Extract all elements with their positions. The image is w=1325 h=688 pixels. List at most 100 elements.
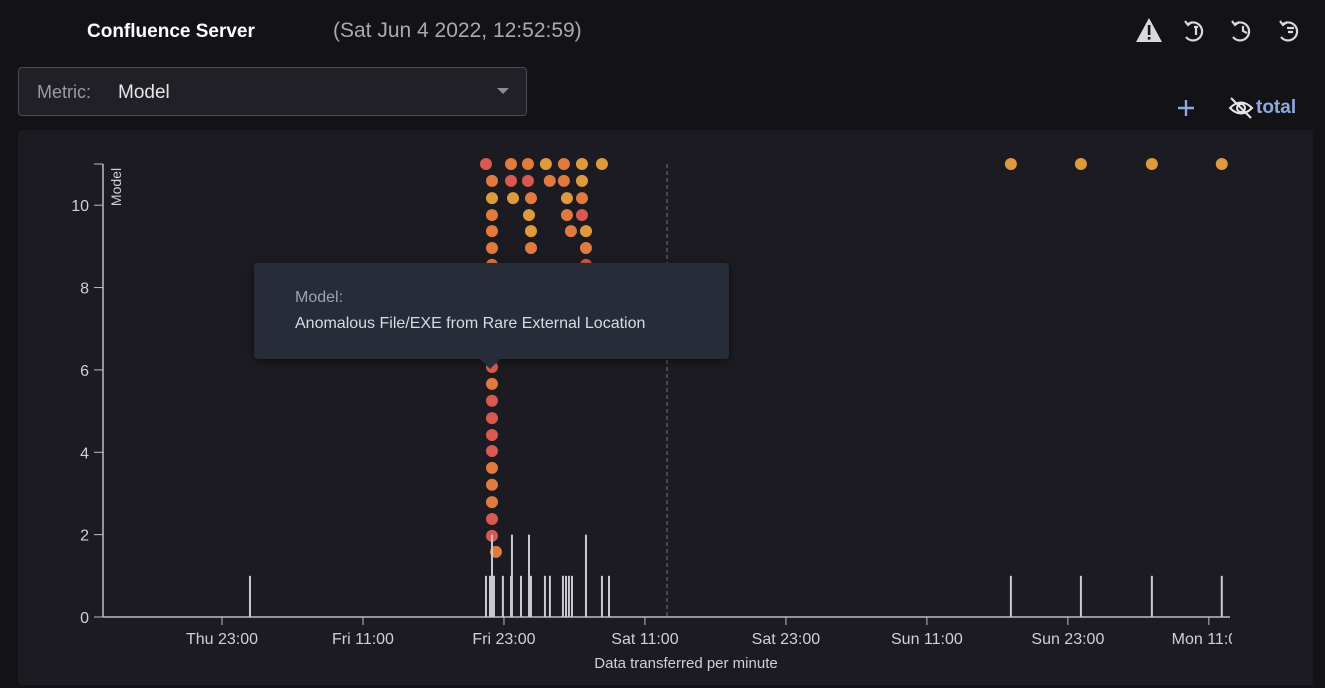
transfer-bar xyxy=(492,575,495,617)
x-tick-label: Mon 11:00 xyxy=(1172,631,1247,648)
chart-panel xyxy=(18,130,1313,685)
model-breach-dot xyxy=(485,512,498,525)
model-breach-dot xyxy=(1215,158,1228,170)
warning-icon[interactable] xyxy=(1136,18,1162,42)
model-breach-dot xyxy=(485,209,498,222)
transfer-bar xyxy=(527,534,530,617)
model-breach-dot xyxy=(575,192,588,205)
history-icon[interactable] xyxy=(1231,20,1251,42)
model-breach-dot xyxy=(557,174,570,187)
hide-icon[interactable] xyxy=(1228,96,1254,120)
transfer-bar xyxy=(543,575,546,617)
model-breach-dot xyxy=(560,192,573,205)
x-tick-label: Sun 23:00 xyxy=(1031,631,1104,648)
model-breach-dot xyxy=(575,209,588,222)
model-breach-dot xyxy=(485,496,498,509)
model-breach-dot xyxy=(595,158,608,170)
transfer-bar xyxy=(519,575,522,617)
model-breach-dot xyxy=(1004,158,1017,170)
transfer-bar xyxy=(1009,575,1012,617)
x-tick-label: Sun 11:00 xyxy=(891,631,963,648)
y-tick-label: 6 xyxy=(80,363,89,380)
total-toggle[interactable]: total xyxy=(1256,97,1297,118)
metric-select[interactable]: Metric: Model xyxy=(18,67,527,116)
x-axis-label: Data transferred per minute xyxy=(594,655,777,672)
model-breach-dot xyxy=(505,174,518,187)
model-breach-dot xyxy=(579,242,592,255)
transfer-bar xyxy=(529,575,532,617)
transfer-bar xyxy=(1079,575,1082,617)
model-breach-dot xyxy=(524,192,537,205)
model-breach-dot xyxy=(521,174,534,187)
model-breach-dot xyxy=(557,158,570,170)
model-breach-dot xyxy=(524,242,537,255)
model-breach-dot xyxy=(485,478,498,491)
model-breach-dot xyxy=(485,394,498,407)
model-breach-dot xyxy=(485,192,498,205)
model-breach-dot xyxy=(507,192,520,205)
plot-area: Thu 23:00 Fri 11:00 Fri 23:00 Sat 11:00 Sat … xyxy=(186,158,1247,648)
transfer-bar xyxy=(570,575,573,617)
add-button[interactable] xyxy=(1176,98,1196,118)
transfer-bar xyxy=(490,534,493,617)
x-tick-label: Fri 23:00 xyxy=(472,631,535,648)
model-breach-dot xyxy=(485,225,498,238)
history-icon[interactable] xyxy=(1279,20,1299,42)
x-tick-label: Fri 11:00 xyxy=(332,631,394,648)
model-breach-dot xyxy=(1074,158,1087,170)
model-breach-dot xyxy=(1145,158,1158,170)
model-breach-dot xyxy=(485,377,498,390)
model-breach-dot xyxy=(485,461,498,474)
model-breach-dot xyxy=(524,225,537,238)
y-tick-label: 10 xyxy=(71,198,89,215)
model-breach-dot xyxy=(485,445,498,458)
transfer-bar xyxy=(561,575,564,617)
model-breach-dot xyxy=(564,225,577,238)
model-breach-dot xyxy=(543,174,556,187)
model-breach-dot xyxy=(560,209,573,222)
transfer-bar xyxy=(584,534,587,617)
y-tick-label: 2 xyxy=(80,528,89,545)
tooltip: Model: Anomalous File/EXE from Rare Exte… xyxy=(254,263,729,369)
transfer-bar xyxy=(1220,575,1223,617)
model-breach-dot xyxy=(575,174,588,187)
transfer-bar xyxy=(1150,575,1153,617)
transfer-bar xyxy=(501,575,504,617)
dropdown-arrow xyxy=(497,88,509,94)
model-breach-dot xyxy=(485,412,498,425)
transfer-bar xyxy=(600,575,603,617)
transfer-bar xyxy=(510,534,513,617)
transfer-bar xyxy=(488,575,491,617)
tooltip-title: Model: xyxy=(295,289,344,306)
model-breach-dot xyxy=(485,428,498,441)
y-tick-label: 0 xyxy=(80,610,89,627)
y-axis-label: Model xyxy=(108,168,124,206)
model-breach-dot xyxy=(539,158,552,170)
y-tick-label: 4 xyxy=(80,445,89,462)
x-tick-label: Sat 23:00 xyxy=(752,631,821,648)
model-breach-dot xyxy=(485,242,498,255)
server-title: Confluence Server xyxy=(87,21,255,42)
transfer-bar xyxy=(248,575,251,617)
metric-value: Model xyxy=(118,82,170,103)
tooltip-text: Anomalous File/EXE from Rare External Lo… xyxy=(295,315,646,332)
model-breach-dot xyxy=(579,225,592,238)
toolbar-icons xyxy=(1136,18,1299,42)
transfer-bar xyxy=(564,575,567,617)
model-breach-dot xyxy=(522,209,535,222)
transfer-bar xyxy=(484,575,487,617)
x-tick-label: Sat 11:00 xyxy=(611,631,678,648)
metric-label: Metric: xyxy=(37,82,91,102)
history-icon[interactable] xyxy=(1184,20,1204,42)
transfer-bar xyxy=(548,575,551,617)
model-breach-dot xyxy=(521,158,534,170)
transfer-bar xyxy=(607,575,610,617)
tooltip-caret xyxy=(480,359,500,369)
x-tick-label: Thu 23:00 xyxy=(186,631,258,648)
timestamp: (Sat Jun 4 2022, 12:52:59) xyxy=(333,19,582,42)
model-breach-dot xyxy=(479,158,492,170)
y-tick-label: 8 xyxy=(80,281,89,298)
model-breach-dot xyxy=(505,158,518,170)
